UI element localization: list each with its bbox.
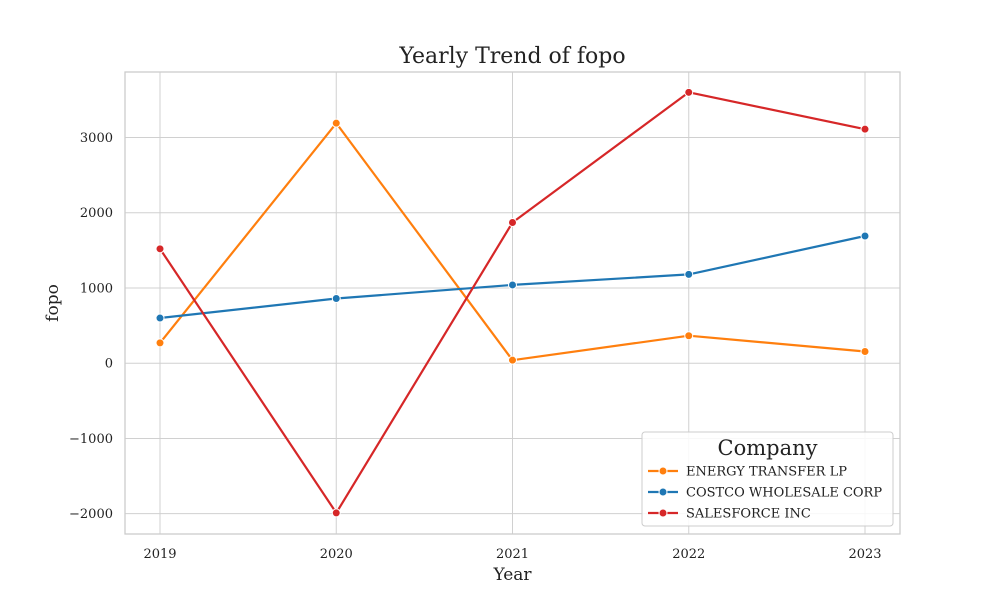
data-point <box>155 244 165 254</box>
legend-title: Company <box>718 436 818 460</box>
legend-item: SALESFORCE INC <box>648 507 811 522</box>
data-point <box>155 338 165 348</box>
legend-marker <box>658 508 668 518</box>
y-tick-labels: −2000 −1000 0 1000 2000 3000 <box>69 131 113 522</box>
y-tick-label: 1000 <box>80 281 113 296</box>
series-2 <box>155 87 870 518</box>
x-tick-labels: 2019 2020 2021 2022 2023 <box>143 547 881 562</box>
data-point <box>684 87 694 97</box>
x-tick-label: 2021 <box>496 547 529 562</box>
series-layer <box>155 87 870 518</box>
legend-label: COSTCO WHOLESALE CORP <box>686 486 882 501</box>
data-point <box>331 508 341 518</box>
data-point <box>331 293 341 303</box>
legend-marker <box>658 466 668 476</box>
chart-title: Yearly Trend of fopo <box>398 44 625 69</box>
x-tick-label: 2019 <box>143 547 176 562</box>
data-point <box>860 231 870 241</box>
y-tick-label: 2000 <box>80 206 113 221</box>
legend: Company ENERGY TRANSFER LP COSTCO WHOLESA… <box>641 431 894 527</box>
series-1 <box>155 231 870 323</box>
data-point <box>860 124 870 134</box>
x-tick-label: 2023 <box>848 547 881 562</box>
data-point <box>508 355 517 365</box>
data-point <box>155 313 165 323</box>
x-tick-label: 2022 <box>672 547 705 562</box>
x-tick-label: 2020 <box>320 547 353 562</box>
y-tick-label: 3000 <box>80 131 113 146</box>
series-0 <box>155 118 870 365</box>
data-point <box>684 269 694 279</box>
y-tick-label: 0 <box>105 357 113 372</box>
data-point <box>331 118 341 128</box>
data-point <box>508 217 517 227</box>
legend-box <box>641 431 894 527</box>
plot-frame <box>124 71 901 535</box>
y-tick-label: −1000 <box>69 432 113 447</box>
legend-label: ENERGY TRANSFER LP <box>686 465 847 480</box>
data-point <box>684 331 694 341</box>
legend-marker <box>658 487 668 497</box>
data-point <box>508 280 517 290</box>
legend-item: ENERGY TRANSFER LP <box>648 465 847 480</box>
legend-label: SALESFORCE INC <box>686 507 811 522</box>
legend-items: ENERGY TRANSFER LP COSTCO WHOLESALE CORP S… <box>648 465 882 522</box>
legend-item: COSTCO WHOLESALE CORP <box>648 486 882 501</box>
y-axis-label: fopo <box>43 284 63 322</box>
data-point <box>860 347 870 357</box>
y-tick-label: −2000 <box>69 507 113 522</box>
x-axis-label: Year <box>492 565 532 585</box>
